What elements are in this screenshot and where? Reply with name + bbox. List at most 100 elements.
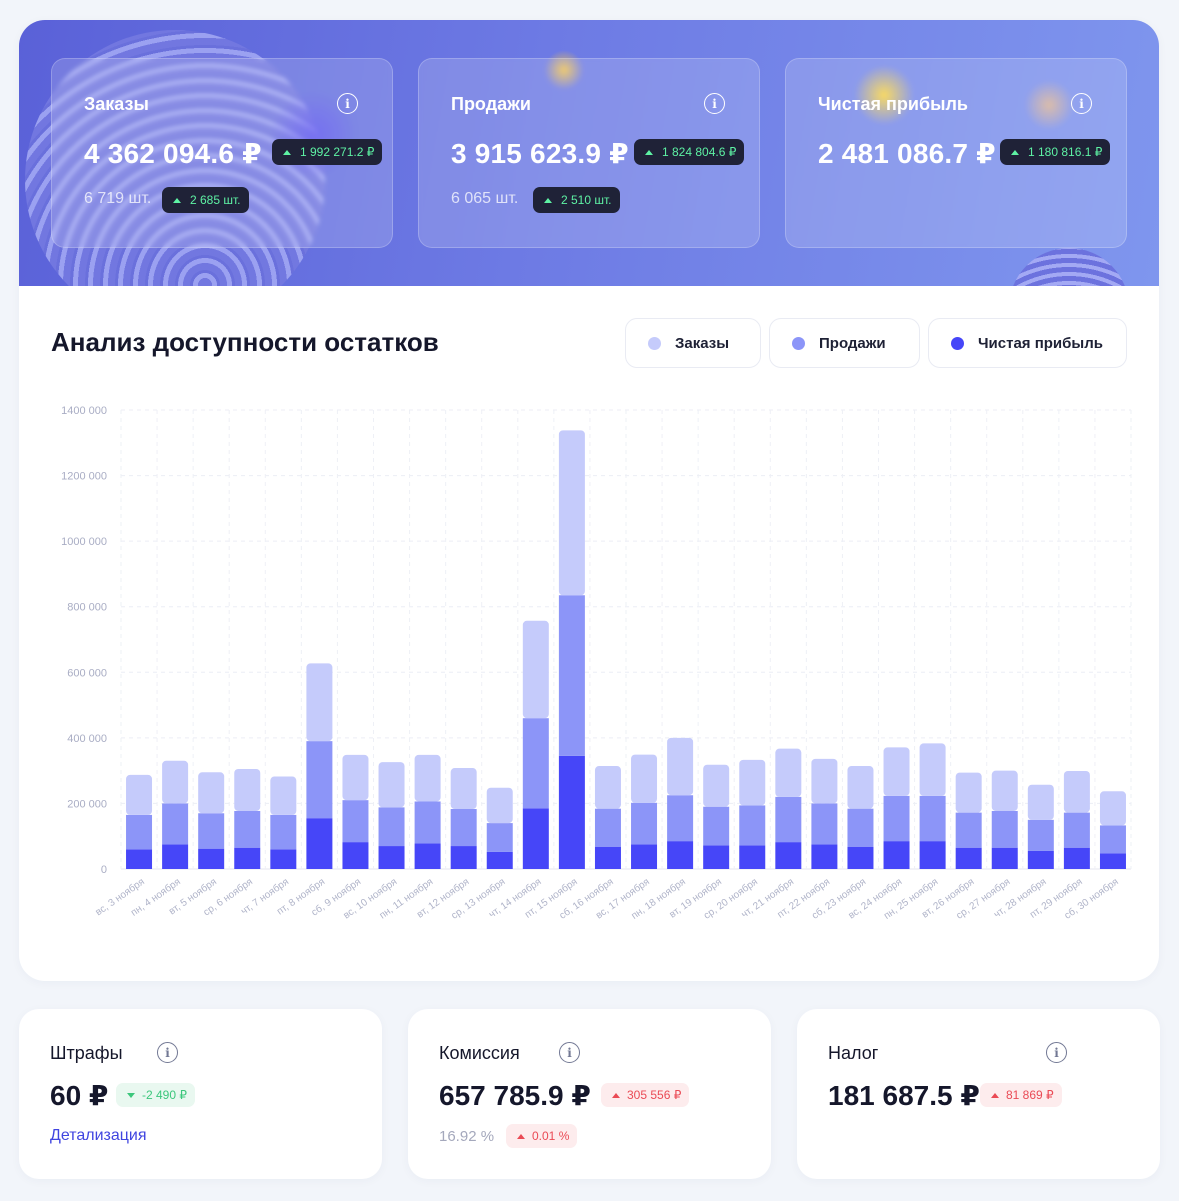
bar-segment bbox=[1063, 770, 1090, 813]
bar-segment bbox=[594, 808, 621, 847]
stat-card-sales: Продажи i 3 915 623.9 ₽ 1 824 804.6 ₽ 6 … bbox=[418, 58, 760, 248]
bar-segment bbox=[558, 595, 585, 756]
bar-segment bbox=[486, 823, 513, 852]
info-icon[interactable]: i bbox=[704, 93, 725, 114]
legend-dot bbox=[792, 336, 805, 350]
y-tick-label: 800 000 bbox=[67, 602, 107, 614]
bar-segment bbox=[775, 796, 802, 843]
y-tick-label: 1000 000 bbox=[61, 536, 107, 548]
card-value: 657 785.9 ₽ bbox=[439, 1080, 591, 1111]
bar-segment bbox=[883, 747, 910, 796]
bar-segment bbox=[270, 776, 297, 815]
stat-count: 6 065 шт. bbox=[451, 190, 519, 207]
stat-label: Заказы bbox=[84, 94, 149, 114]
count-delta: 2 510 шт. bbox=[561, 193, 612, 207]
arrow-up-icon bbox=[991, 1092, 999, 1098]
legend-sales[interactable]: Продажи bbox=[769, 318, 920, 368]
info-icon[interactable]: i bbox=[337, 93, 358, 114]
delta-value: -2 490 ₽ bbox=[142, 1088, 187, 1102]
bar-segment bbox=[991, 810, 1018, 848]
info-icon[interactable]: i bbox=[1071, 93, 1092, 114]
bar-segment bbox=[811, 758, 838, 804]
bar-segment bbox=[847, 808, 874, 847]
bar-segment bbox=[126, 849, 153, 869]
bar-segment bbox=[522, 620, 549, 719]
bar-segment bbox=[450, 768, 477, 810]
count-delta-badge: 2 510 шт. bbox=[533, 187, 620, 213]
bar-segment bbox=[234, 769, 261, 811]
bar-segment bbox=[775, 748, 802, 797]
bar-segment bbox=[1063, 812, 1090, 848]
bar-segment bbox=[739, 759, 766, 806]
legend-label: Продажи bbox=[819, 334, 886, 352]
bar-segment bbox=[522, 718, 549, 809]
summary-hero: Заказы i 4 362 094.6 ₽ 1 992 271.2 ₽ 6 7… bbox=[19, 20, 1159, 286]
legend-net-profit[interactable]: Чистая прибыль bbox=[928, 318, 1127, 368]
bar-segment bbox=[667, 737, 694, 796]
y-tick-label: 600 000 bbox=[67, 667, 107, 679]
stat-delta-badge: 1 824 804.6 ₽ bbox=[634, 139, 745, 165]
bar-segment bbox=[270, 814, 297, 850]
bar-segment bbox=[378, 846, 405, 869]
stat-count: 6 719 шт. bbox=[84, 190, 152, 207]
delta-value: 81 869 ₽ bbox=[1006, 1088, 1054, 1102]
bar-segment bbox=[955, 772, 982, 813]
stat-delta: 1 992 271.2 ₽ bbox=[300, 145, 375, 159]
stat-delta-badge: 1 992 271.2 ₽ bbox=[272, 139, 383, 165]
info-icon[interactable]: i bbox=[1046, 1042, 1067, 1063]
bar-segment bbox=[739, 805, 766, 846]
count-delta-badge: 2 685 шт. bbox=[162, 187, 249, 213]
details-link[interactable]: Детализация bbox=[50, 1127, 147, 1144]
bar-segment bbox=[775, 842, 802, 869]
bar-segment bbox=[450, 846, 477, 869]
info-icon[interactable]: i bbox=[559, 1042, 580, 1063]
arrow-up-icon bbox=[173, 197, 181, 203]
bar-segment bbox=[162, 760, 189, 804]
arrow-down-icon bbox=[127, 1092, 135, 1098]
stat-delta: 1 180 816.1 ₽ bbox=[1028, 145, 1103, 159]
count-delta: 2 685 шт. bbox=[190, 193, 241, 207]
stat-label: Чистая прибыль bbox=[818, 94, 968, 114]
bar-segment bbox=[991, 770, 1018, 811]
bar-segment bbox=[1027, 819, 1054, 851]
y-tick-label: 200 000 bbox=[67, 798, 107, 810]
y-tick-label: 1200 000 bbox=[61, 471, 107, 483]
bar-segment bbox=[486, 851, 513, 869]
card-label: Комиссия bbox=[439, 1043, 520, 1063]
bar-segment bbox=[883, 795, 910, 842]
bar-segment bbox=[703, 845, 730, 869]
bar-segment bbox=[919, 795, 946, 842]
legend-orders[interactable]: Заказы bbox=[625, 318, 761, 368]
bar-segment bbox=[342, 842, 369, 869]
bar-segment bbox=[883, 841, 910, 869]
delta-badge: -2 490 ₽ bbox=[116, 1083, 195, 1107]
bar-segment bbox=[847, 766, 874, 809]
bar-segment bbox=[811, 803, 838, 845]
arrow-up-icon bbox=[283, 149, 291, 155]
legend-dot bbox=[951, 336, 964, 350]
decorative-sphere-small bbox=[1009, 248, 1129, 286]
bar-segment bbox=[1027, 850, 1054, 869]
bar-segment bbox=[811, 844, 838, 869]
bar-segment bbox=[955, 812, 982, 848]
stat-delta-badge: 1 180 816.1 ₽ bbox=[1000, 139, 1111, 165]
bar-segment bbox=[126, 774, 153, 815]
arrow-up-icon bbox=[645, 149, 653, 155]
legend-label: Чистая прибыль bbox=[978, 334, 1103, 352]
bar-segment bbox=[631, 754, 658, 803]
bar-segment bbox=[703, 764, 730, 807]
bar-segment bbox=[631, 802, 658, 845]
bar-segment bbox=[342, 754, 369, 801]
bar-segment bbox=[342, 800, 369, 843]
info-icon[interactable]: i bbox=[157, 1042, 178, 1063]
bar-segment bbox=[667, 841, 694, 869]
delta-value: 305 556 ₽ bbox=[627, 1088, 682, 1102]
bar-segment bbox=[126, 814, 153, 850]
bar-segment bbox=[378, 762, 405, 808]
bar-segment bbox=[558, 755, 585, 869]
bar-segment bbox=[198, 772, 225, 814]
bar-segment bbox=[703, 806, 730, 846]
bar-segment bbox=[558, 430, 585, 596]
bar-segment bbox=[1027, 784, 1054, 820]
y-tick-label: 1400 000 bbox=[61, 405, 107, 417]
